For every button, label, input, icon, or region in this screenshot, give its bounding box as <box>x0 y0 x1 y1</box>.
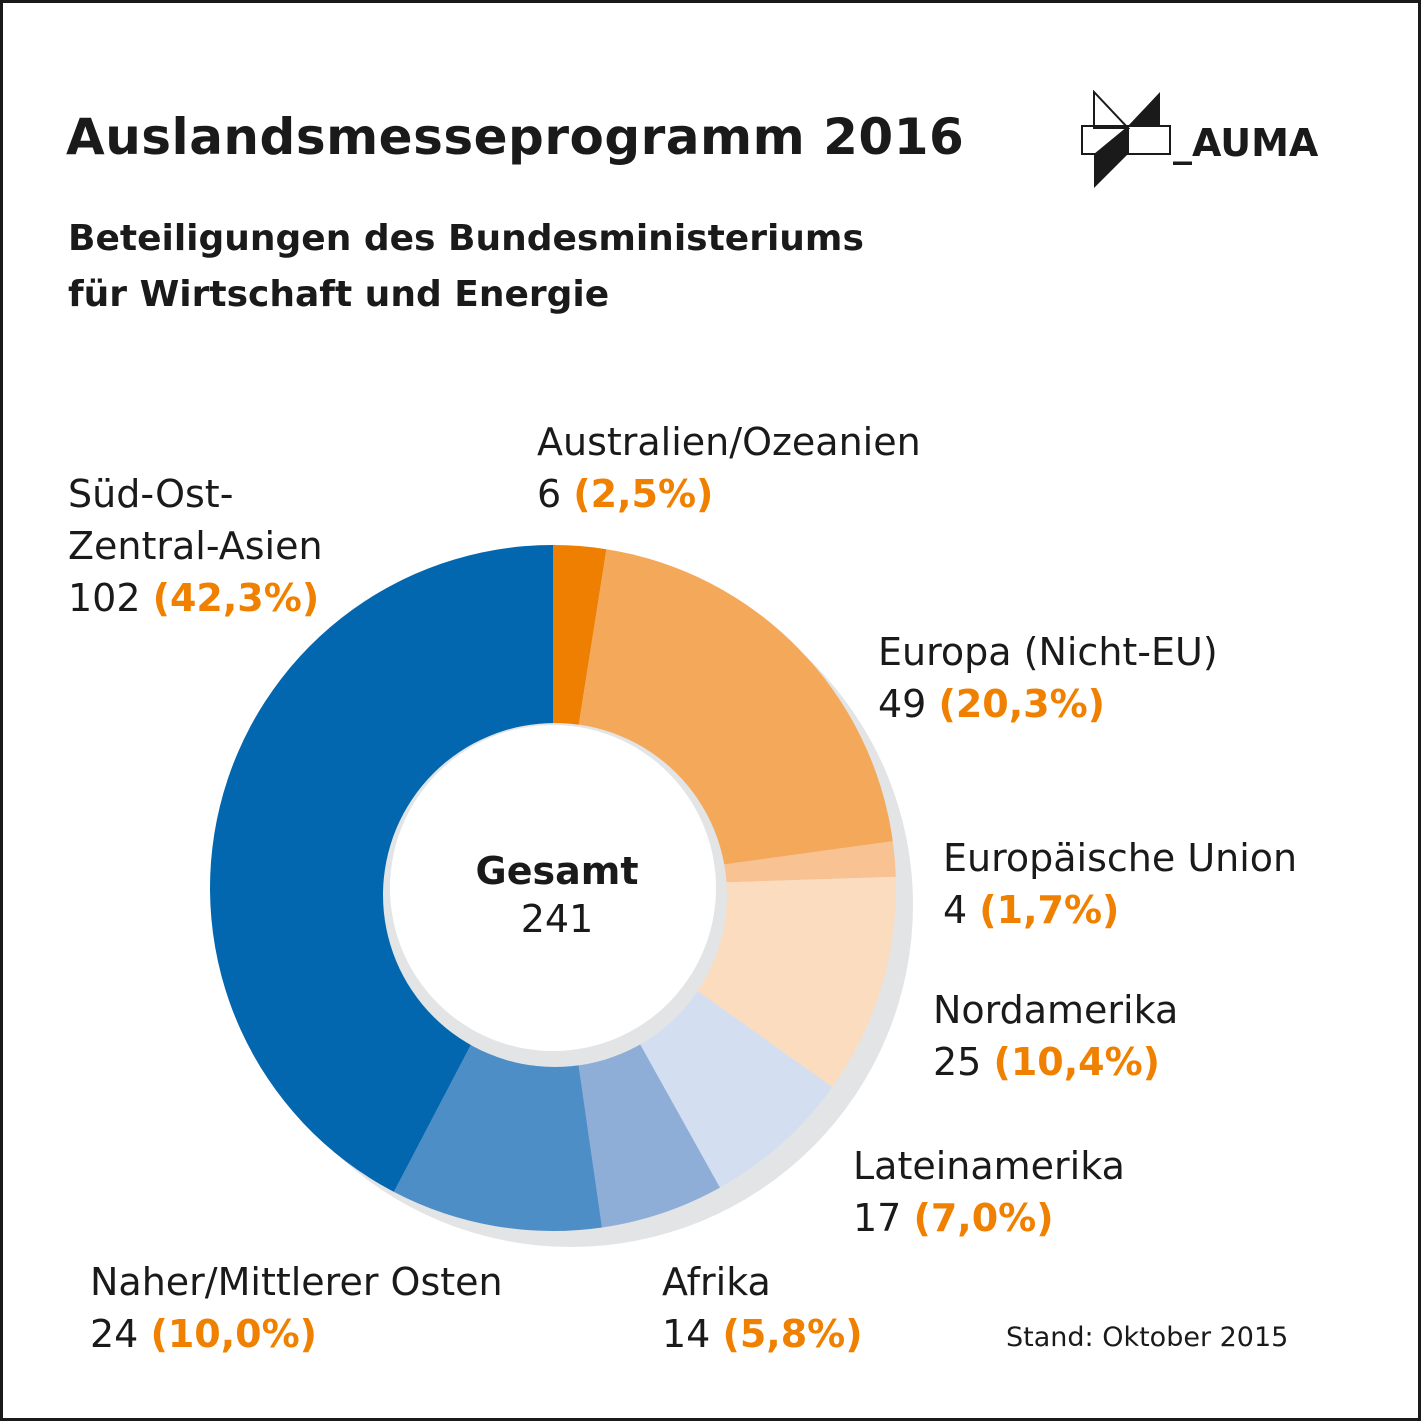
label-afrika-count: 14 <box>662 1312 711 1356</box>
label-asien-name-line1: Süd-Ost- <box>68 472 234 516</box>
label-europa-nicht-eu-pct: (20,3%) <box>938 682 1106 726</box>
label-nordamerika: Nordamerika 25 (10,4%) <box>933 984 1178 1088</box>
label-australien: Australien/Ozeanien 6 (2,5%) <box>537 416 921 520</box>
stand-date: Stand: Oktober 2015 <box>1006 1322 1289 1353</box>
label-asien-count: 102 <box>68 576 141 620</box>
label-naher-osten: Naher/Mittlerer Osten 24 (10,0%) <box>90 1256 503 1360</box>
label-afrika-name: Afrika <box>662 1260 771 1304</box>
label-asien-pct: (42,3%) <box>152 576 320 620</box>
label-europa-nicht-eu-count: 49 <box>878 682 927 726</box>
label-europa-nicht-eu: Europa (Nicht-EU) 49 (20,3%) <box>878 626 1218 730</box>
label-lateinamerika-name: Lateinamerika <box>853 1144 1125 1188</box>
donut-hole <box>390 725 716 1051</box>
label-nordamerika-count: 25 <box>933 1040 982 1084</box>
label-naher-osten-count: 24 <box>90 1312 139 1356</box>
label-australien-count: 6 <box>537 472 562 516</box>
label-lateinamerika-count: 17 <box>853 1196 902 1240</box>
label-lateinamerika: Lateinamerika 17 (7,0%) <box>853 1140 1125 1244</box>
label-asien: Süd-Ost- Zentral-Asien 102 (42,3%) <box>68 468 323 624</box>
label-naher-osten-pct: (10,0%) <box>150 1312 318 1356</box>
center-total-label: Gesamt <box>476 849 639 893</box>
chart-subtitle-line2: für Wirtschaft und Energie <box>68 274 610 315</box>
label-nordamerika-name: Nordamerika <box>933 988 1179 1032</box>
label-nordamerika-pct: (10,4%) <box>993 1040 1161 1084</box>
label-australien-name: Australien/Ozeanien <box>537 420 921 464</box>
label-lateinamerika-pct: (7,0%) <box>913 1196 1054 1240</box>
label-australien-pct: (2,5%) <box>573 472 714 516</box>
label-afrika: Afrika 14 (5,8%) <box>662 1256 863 1360</box>
auma-logo-text: _AUMA <box>1173 121 1319 165</box>
label-eu: Europäische Union 4 (1,7%) <box>943 832 1297 936</box>
label-naher-osten-name: Naher/Mittlerer Osten <box>90 1260 503 1304</box>
chart-subtitle-line1: Beteiligungen des Bundesministeriums <box>68 218 864 259</box>
label-afrika-pct: (5,8%) <box>722 1312 863 1356</box>
label-asien-name-line2: Zentral-Asien <box>68 524 323 568</box>
label-eu-pct: (1,7%) <box>979 888 1120 932</box>
auma-logo: _AUMA <box>1081 90 1319 188</box>
center-total-value: 241 <box>521 897 594 941</box>
label-eu-name: Europäische Union <box>943 836 1298 880</box>
label-europa-nicht-eu-name: Europa (Nicht-EU) <box>878 630 1218 674</box>
label-eu-count: 4 <box>943 888 968 932</box>
chart-title: Auslandsmesseprogramm 2016 <box>66 108 965 166</box>
